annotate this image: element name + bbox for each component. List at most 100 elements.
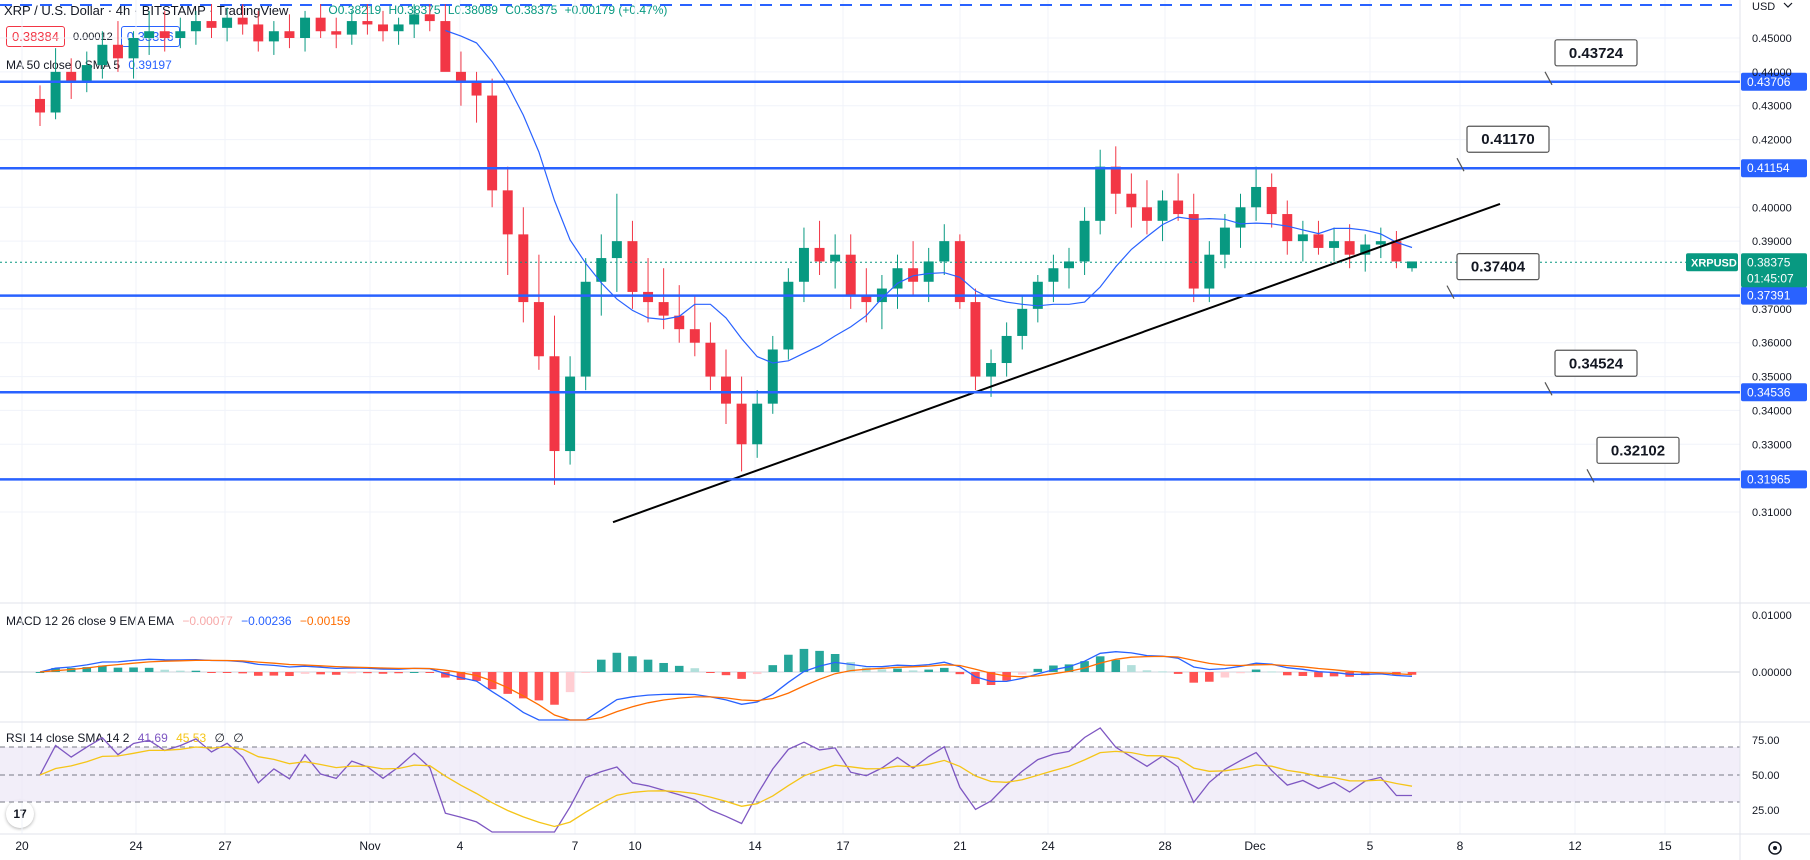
candles	[35, 4, 1417, 485]
candle-body	[798, 247, 809, 282]
level-axis-label: 0.41154	[1747, 161, 1790, 175]
rsi-tick-label: 25.00	[1752, 805, 1780, 817]
candle-body	[1157, 200, 1168, 221]
level-callout[interactable]: 0.43724	[1544, 39, 1638, 86]
candle-body	[502, 190, 513, 235]
macd-histogram-bar	[519, 672, 528, 699]
macd-histogram-bar	[1111, 659, 1121, 672]
candle-body	[533, 302, 544, 357]
candle-body	[767, 349, 778, 404]
sell-button[interactable]: 0.38384	[6, 26, 65, 47]
level-callout[interactable]: 0.41170	[1456, 125, 1550, 172]
candle-body	[611, 241, 622, 259]
candle-body	[1188, 214, 1199, 289]
price-tick-label: 0.39000	[1752, 236, 1792, 248]
macd-histogram-bar	[628, 656, 637, 672]
candle-body	[549, 356, 560, 452]
candle-body	[315, 17, 326, 32]
candle-body	[66, 71, 77, 83]
candle-body	[939, 241, 950, 262]
macd-histogram-bar	[409, 671, 419, 673]
macd-histogram-bar	[1017, 672, 1027, 675]
macd-histogram-bar	[316, 672, 325, 675]
ohlc-open: O0.38219	[328, 3, 382, 17]
macd-histogram-bar	[690, 668, 700, 672]
macd-histogram-bar	[1205, 672, 1214, 682]
level-callout[interactable]: 0.32102	[1586, 436, 1680, 483]
macd-histogram-bar	[331, 672, 341, 675]
macd-histogram-bar	[986, 672, 996, 685]
candle-body	[1173, 200, 1184, 215]
candle-body	[1219, 227, 1230, 255]
time-tick-label: 28	[1158, 839, 1172, 853]
candle-body	[783, 281, 794, 350]
price-tick-label: 0.40000	[1752, 202, 1792, 214]
macd-histogram-bar	[285, 672, 294, 677]
macd-histogram-bar	[706, 672, 715, 673]
rsi-extra-1: ∅	[214, 731, 225, 745]
candle-body	[1329, 241, 1340, 248]
macd-histogram-bar	[51, 667, 60, 672]
candle-body	[253, 24, 264, 42]
level-callout[interactable]: 0.34524	[1544, 349, 1638, 396]
macd-histogram-bar	[1360, 672, 1370, 676]
candle-body	[1141, 207, 1152, 221]
candle-body	[658, 302, 669, 316]
countdown-label: 01:45:07	[1747, 271, 1794, 285]
time-tick-label: 20	[15, 839, 29, 853]
time-tick-label: Nov	[359, 839, 380, 853]
level-callout-label: 0.34524	[1569, 355, 1624, 372]
macd-histogram-bar	[737, 672, 746, 679]
price-tick-label: 0.43000	[1752, 101, 1792, 113]
macd-histogram-bar	[1064, 664, 1074, 672]
macd-histogram-bar	[222, 672, 232, 673]
macd-legend[interactable]: MACD 12 26 close 9 EMA EMA −0.00077 −0.0…	[6, 614, 355, 628]
macd-histogram-bar	[768, 665, 778, 672]
candle-body	[565, 376, 576, 452]
chevron-down-icon	[1783, 2, 1793, 8]
macd-histogram-bar	[612, 652, 622, 672]
candle-body	[674, 315, 685, 330]
macd-histogram-bar	[98, 665, 107, 672]
candle-body	[97, 44, 108, 66]
macd-histogram-bar	[752, 672, 762, 675]
macd-histogram-bar	[924, 669, 933, 672]
ma-legend-value: 0.39197	[128, 58, 172, 72]
candle-body	[1266, 186, 1277, 215]
macd-histogram-bar	[1158, 671, 1167, 673]
price-tick-label: 0.45000	[1752, 33, 1792, 45]
time-tick-label: 4	[457, 839, 464, 853]
candle-body	[1126, 193, 1137, 208]
macd-histogram-bar	[1282, 672, 1292, 676]
settings-gear-icon[interactable]	[1768, 841, 1782, 855]
candle-body	[721, 376, 731, 404]
macd-signal-value: −0.00159	[299, 614, 351, 628]
candle-body	[284, 31, 295, 38]
macd-histogram-bar	[269, 672, 279, 676]
time-tick-label: 10	[628, 839, 642, 853]
ohlc-close: C0.38375	[505, 3, 558, 17]
current-price-badge[interactable]: XRPUSD 0.38375 01:45:07	[1686, 253, 1807, 288]
macd-histogram-bar	[581, 672, 590, 673]
price-tick-label: 0.44000	[1752, 67, 1792, 79]
price-axis-unit[interactable]: USD	[1752, 1, 1793, 13]
rsi-tick-label: 50.00	[1752, 770, 1780, 782]
level-callout[interactable]: 0.37404	[1446, 253, 1540, 299]
macd-pane	[35, 648, 1417, 721]
candle-body	[1375, 241, 1386, 245]
symbol-title[interactable]: XRP / U.S. Dollar · 4h · BITSTAMP · Trad…	[4, 2, 289, 18]
time-tick-label: 21	[953, 839, 967, 853]
price-axis: 0.45000 0.44000 0.43000 0.42000 0.40000 0.390…	[1686, 33, 1807, 519]
rsi-legend[interactable]: RSI 14 close SMA 14 2 41.69 45.53 ∅ ∅	[6, 731, 249, 745]
macd-histogram-bar	[1236, 672, 1245, 674]
tradingview-logo-icon[interactable]: 17	[6, 800, 34, 828]
macd-signal-line	[39, 655, 1413, 721]
macd-histogram-bar	[1095, 656, 1105, 672]
candle-body	[1297, 234, 1308, 242]
price-tick-label: 0.35000	[1752, 372, 1792, 384]
ma50-line	[445, 29, 1413, 364]
time-tick-label: 27	[218, 839, 232, 853]
candle-body	[1407, 261, 1417, 269]
candle-body	[1313, 234, 1324, 248]
